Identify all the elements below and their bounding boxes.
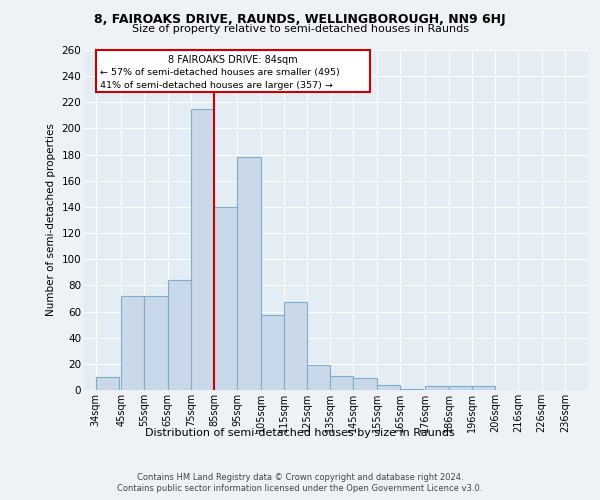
Text: ← 57% of semi-detached houses are smaller (495): ← 57% of semi-detached houses are smalle… (100, 68, 340, 78)
Y-axis label: Number of semi-detached properties: Number of semi-detached properties (46, 124, 56, 316)
Text: Size of property relative to semi-detached houses in Raunds: Size of property relative to semi-detach… (131, 24, 469, 34)
Bar (167, 280, 191, 390)
Text: 8 FAIROAKS DRIVE: 84sqm: 8 FAIROAKS DRIVE: 84sqm (168, 55, 298, 65)
Bar (284, 302, 307, 390)
Text: Distribution of semi-detached houses by size in Raunds: Distribution of semi-detached houses by … (145, 428, 455, 438)
Bar (400, 388, 423, 390)
Bar (353, 378, 377, 390)
Bar (95, 377, 119, 390)
Bar (472, 386, 495, 390)
FancyBboxPatch shape (95, 50, 370, 92)
Bar (237, 157, 260, 390)
Bar (425, 386, 449, 390)
Bar (214, 207, 237, 390)
Text: Contains HM Land Registry data © Crown copyright and database right 2024.: Contains HM Land Registry data © Crown c… (137, 472, 463, 482)
Text: 41% of semi-detached houses are larger (357) →: 41% of semi-detached houses are larger (… (100, 82, 333, 90)
Bar (449, 386, 472, 390)
Text: Contains public sector information licensed under the Open Government Licence v3: Contains public sector information licen… (118, 484, 482, 493)
Bar (307, 365, 330, 390)
Bar (145, 296, 167, 390)
Bar (191, 109, 214, 390)
Bar (330, 376, 353, 390)
Bar (377, 385, 400, 390)
Bar (121, 296, 145, 390)
Bar (260, 316, 284, 390)
Text: 8, FAIROAKS DRIVE, RAUNDS, WELLINGBOROUGH, NN9 6HJ: 8, FAIROAKS DRIVE, RAUNDS, WELLINGBOROUG… (94, 12, 506, 26)
